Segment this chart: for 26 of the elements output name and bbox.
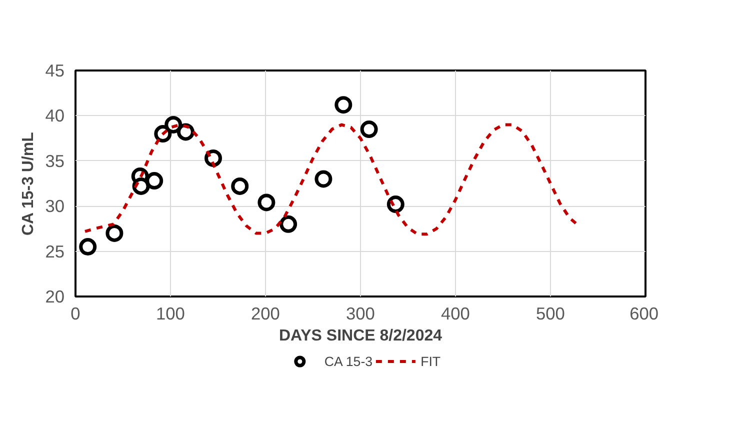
point: [231, 177, 249, 195]
x-axis-title: DAYS SINCE 8/2/2024: [278, 328, 442, 344]
x-tick-label: 300: [346, 304, 375, 324]
y-tick-label: 30: [45, 196, 65, 216]
y-tick-label: 40: [45, 106, 65, 126]
point: [106, 224, 124, 242]
point: [258, 194, 276, 212]
legend-label: CA 15-3: [324, 354, 373, 368]
point: [360, 120, 378, 138]
x-tick-label: 500: [536, 304, 565, 324]
y-axis-title: CA 15-3 U/mL: [20, 132, 38, 236]
y-tick-label: 20: [45, 286, 65, 306]
x-tick-label: 400: [441, 304, 470, 324]
legend-label: FIT: [420, 354, 441, 368]
point: [79, 238, 97, 256]
x-tick-label: 600: [630, 304, 659, 324]
x-tick-label: 0: [70, 304, 80, 324]
point: [334, 96, 352, 114]
point: [280, 215, 298, 233]
y-tick-label: 35: [45, 150, 65, 171]
y-tick-label: 45: [45, 60, 65, 80]
x-tick-label: 100: [156, 304, 185, 324]
x-tick-label: 200: [251, 304, 280, 324]
point: [146, 172, 164, 190]
y-tick-label: 25: [45, 241, 65, 262]
point: [314, 170, 332, 188]
